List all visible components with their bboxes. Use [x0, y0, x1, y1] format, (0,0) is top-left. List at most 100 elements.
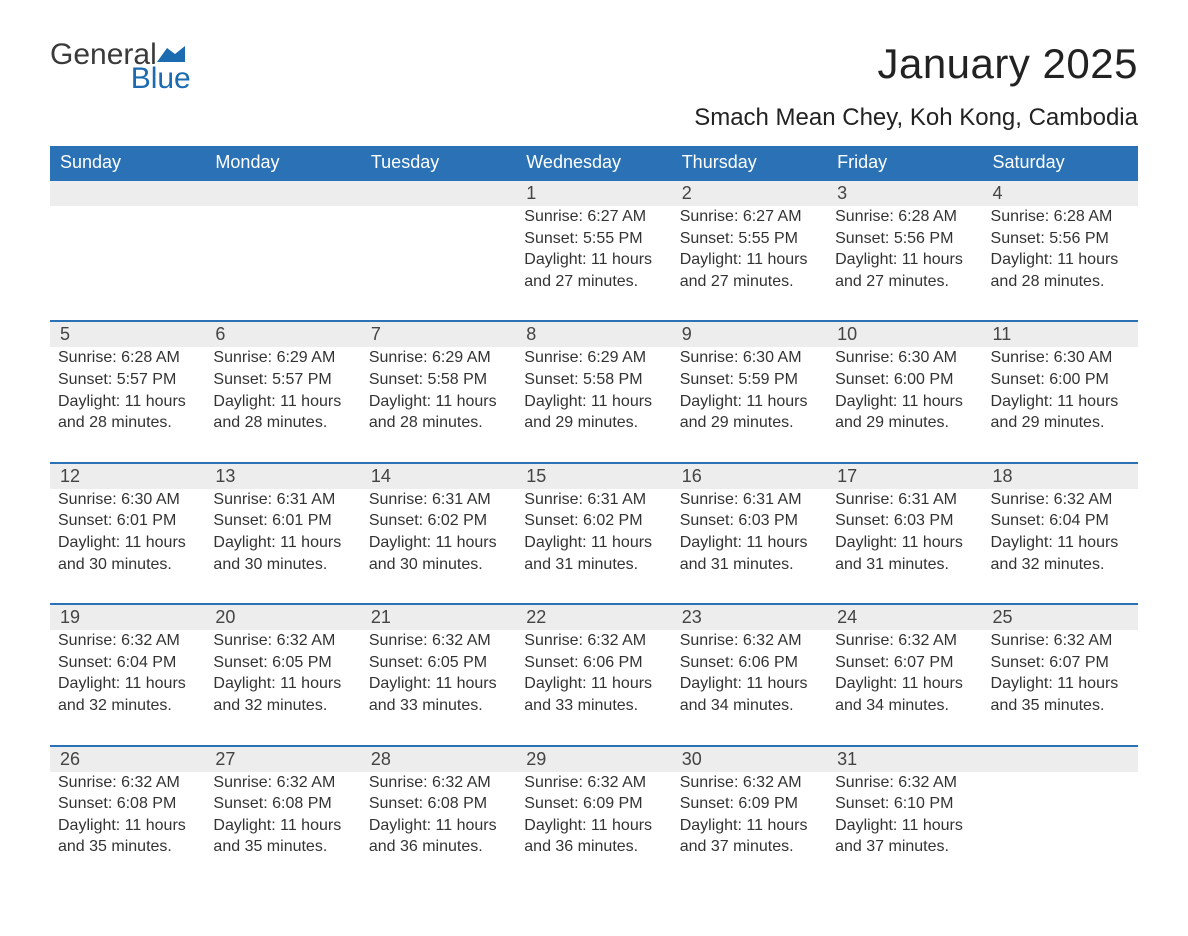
day-cell: Sunrise: 6:31 AMSunset: 6:03 PMDaylight:… — [672, 489, 827, 604]
day-cell: Sunrise: 6:29 AMSunset: 5:58 PMDaylight:… — [361, 347, 516, 462]
day-cell: Sunrise: 6:32 AMSunset: 6:05 PMDaylight:… — [361, 630, 516, 745]
logo-word2: Blue — [131, 62, 191, 95]
day-number: 13 — [205, 463, 360, 489]
day-cell: Sunrise: 6:32 AMSunset: 6:08 PMDaylight:… — [205, 772, 360, 886]
day-cell: Sunrise: 6:30 AMSunset: 6:01 PMDaylight:… — [50, 489, 205, 604]
logo: General Blue — [50, 40, 191, 94]
daylight-text: Daylight: 11 hours and 29 minutes. — [524, 391, 663, 434]
day-cell: Sunrise: 6:32 AMSunset: 6:08 PMDaylight:… — [361, 772, 516, 886]
day-number: 5 — [50, 321, 205, 347]
sunrise-text: Sunrise: 6:27 AM — [680, 206, 819, 228]
weekday-header: Monday — [205, 146, 360, 180]
day-cell: Sunrise: 6:32 AMSunset: 6:09 PMDaylight:… — [672, 772, 827, 886]
daylight-text: Daylight: 11 hours and 35 minutes. — [58, 815, 197, 858]
empty-day-cell — [205, 206, 360, 321]
logo-text-block: General Blue — [50, 40, 191, 94]
daylight-text: Daylight: 11 hours and 28 minutes. — [991, 249, 1130, 292]
sunset-text: Sunset: 6:00 PM — [991, 369, 1130, 391]
weekday-header: Tuesday — [361, 146, 516, 180]
sunrise-text: Sunrise: 6:28 AM — [58, 347, 197, 369]
daylight-text: Daylight: 11 hours and 28 minutes. — [369, 391, 508, 434]
daylight-text: Daylight: 11 hours and 37 minutes. — [680, 815, 819, 858]
sunrise-text: Sunrise: 6:32 AM — [58, 630, 197, 652]
location: Smach Mean Chey, Koh Kong, Cambodia — [50, 104, 1138, 132]
empty-day-cell — [983, 772, 1138, 886]
sunrise-text: Sunrise: 6:30 AM — [991, 347, 1130, 369]
day-number: 14 — [361, 463, 516, 489]
day-cell: Sunrise: 6:30 AMSunset: 6:00 PMDaylight:… — [827, 347, 982, 462]
sunset-text: Sunset: 5:57 PM — [213, 369, 352, 391]
daylight-text: Daylight: 11 hours and 31 minutes. — [835, 532, 974, 575]
sunset-text: Sunset: 6:03 PM — [835, 510, 974, 532]
sunrise-text: Sunrise: 6:32 AM — [680, 630, 819, 652]
weekday-header: Friday — [827, 146, 982, 180]
daylight-text: Daylight: 11 hours and 35 minutes. — [991, 673, 1130, 716]
daylight-text: Daylight: 11 hours and 29 minutes. — [680, 391, 819, 434]
day-number: 15 — [516, 463, 671, 489]
sunrise-text: Sunrise: 6:28 AM — [991, 206, 1130, 228]
daylight-text: Daylight: 11 hours and 27 minutes. — [835, 249, 974, 292]
sunrise-text: Sunrise: 6:31 AM — [835, 489, 974, 511]
calendar-table: SundayMondayTuesdayWednesdayThursdayFrid… — [50, 146, 1138, 886]
sunrise-text: Sunrise: 6:27 AM — [524, 206, 663, 228]
sunrise-text: Sunrise: 6:32 AM — [835, 772, 974, 794]
day-number: 17 — [827, 463, 982, 489]
weekday-header: Wednesday — [516, 146, 671, 180]
daylight-text: Daylight: 11 hours and 37 minutes. — [835, 815, 974, 858]
day-cell: Sunrise: 6:32 AMSunset: 6:10 PMDaylight:… — [827, 772, 982, 886]
day-number: 20 — [205, 604, 360, 630]
day-cell: Sunrise: 6:32 AMSunset: 6:09 PMDaylight:… — [516, 772, 671, 886]
day-number: 3 — [827, 180, 982, 206]
sunset-text: Sunset: 6:04 PM — [991, 510, 1130, 532]
daylight-text: Daylight: 11 hours and 33 minutes. — [524, 673, 663, 716]
day-cell: Sunrise: 6:29 AMSunset: 5:57 PMDaylight:… — [205, 347, 360, 462]
sunrise-text: Sunrise: 6:29 AM — [524, 347, 663, 369]
sunset-text: Sunset: 6:08 PM — [369, 793, 508, 815]
sunset-text: Sunset: 6:02 PM — [369, 510, 508, 532]
weekday-header: Sunday — [50, 146, 205, 180]
sunset-text: Sunset: 6:00 PM — [835, 369, 974, 391]
daylight-text: Daylight: 11 hours and 27 minutes. — [524, 249, 663, 292]
sunset-text: Sunset: 6:03 PM — [680, 510, 819, 532]
day-number: 30 — [672, 746, 827, 772]
empty-day-number — [50, 180, 205, 206]
sunset-text: Sunset: 6:08 PM — [58, 793, 197, 815]
day-number-row: 1234 — [50, 180, 1138, 206]
empty-day-cell — [50, 206, 205, 321]
day-number-row: 12131415161718 — [50, 463, 1138, 489]
sunset-text: Sunset: 6:01 PM — [58, 510, 197, 532]
day-cell: Sunrise: 6:30 AMSunset: 6:00 PMDaylight:… — [983, 347, 1138, 462]
day-number: 8 — [516, 321, 671, 347]
sunrise-text: Sunrise: 6:30 AM — [58, 489, 197, 511]
header: General Blue January 2025 — [50, 40, 1138, 94]
day-cell: Sunrise: 6:32 AMSunset: 6:07 PMDaylight:… — [827, 630, 982, 745]
day-number: 4 — [983, 180, 1138, 206]
sunrise-text: Sunrise: 6:28 AM — [835, 206, 974, 228]
day-number-row: 262728293031 — [50, 746, 1138, 772]
day-number: 18 — [983, 463, 1138, 489]
sunrise-text: Sunrise: 6:32 AM — [58, 772, 197, 794]
daylight-text: Daylight: 11 hours and 28 minutes. — [58, 391, 197, 434]
sunset-text: Sunset: 5:56 PM — [991, 228, 1130, 250]
empty-day-number — [361, 180, 516, 206]
daylight-text: Daylight: 11 hours and 32 minutes. — [991, 532, 1130, 575]
daylight-text: Daylight: 11 hours and 28 minutes. — [213, 391, 352, 434]
sunset-text: Sunset: 6:02 PM — [524, 510, 663, 532]
sunset-text: Sunset: 6:06 PM — [680, 652, 819, 674]
day-number: 27 — [205, 746, 360, 772]
day-cell: Sunrise: 6:32 AMSunset: 6:04 PMDaylight:… — [50, 630, 205, 745]
day-number: 6 — [205, 321, 360, 347]
day-number: 2 — [672, 180, 827, 206]
sunset-text: Sunset: 5:58 PM — [524, 369, 663, 391]
empty-day-number — [983, 746, 1138, 772]
day-cell: Sunrise: 6:28 AMSunset: 5:56 PMDaylight:… — [983, 206, 1138, 321]
day-cell: Sunrise: 6:32 AMSunset: 6:07 PMDaylight:… — [983, 630, 1138, 745]
daylight-text: Daylight: 11 hours and 31 minutes. — [524, 532, 663, 575]
day-cell: Sunrise: 6:32 AMSunset: 6:06 PMDaylight:… — [672, 630, 827, 745]
day-number: 21 — [361, 604, 516, 630]
day-cell: Sunrise: 6:32 AMSunset: 6:04 PMDaylight:… — [983, 489, 1138, 604]
day-number: 10 — [827, 321, 982, 347]
sunrise-text: Sunrise: 6:32 AM — [991, 630, 1130, 652]
day-cell: Sunrise: 6:27 AMSunset: 5:55 PMDaylight:… — [516, 206, 671, 321]
sunset-text: Sunset: 5:59 PM — [680, 369, 819, 391]
